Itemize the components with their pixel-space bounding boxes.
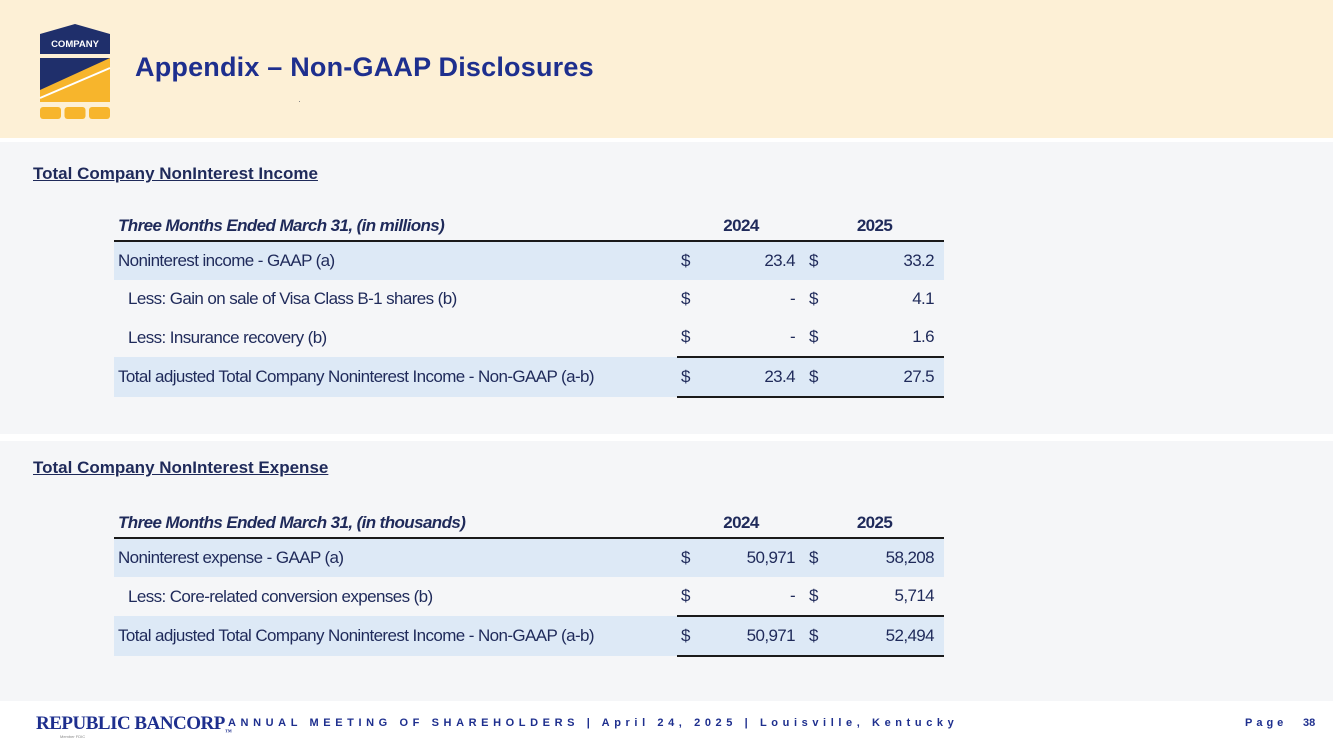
row-label: Total adjusted Total Company Noninterest… xyxy=(114,616,677,656)
income-table: Three Months Ended March 31, (in million… xyxy=(114,202,945,398)
expense-table: Three Months Ended March 31, (in thousan… xyxy=(114,499,945,657)
row-label: Less: Gain on sale of Visa Class B-1 sha… xyxy=(128,289,457,308)
total-row: Total adjusted Total Company Noninterest… xyxy=(114,356,945,398)
table-caption: Three Months Ended March 31, (in million… xyxy=(114,202,677,242)
row-label: Total adjusted Total Company Noninterest… xyxy=(114,357,677,397)
currency-sign: $ xyxy=(681,586,690,605)
income-section: Total Company NonInterest Income Three M… xyxy=(0,142,1333,434)
currency-sign: $ xyxy=(677,241,705,280)
row-label: Noninterest income - GAAP (a) xyxy=(114,241,677,280)
value-2025: 1.6 xyxy=(912,327,935,346)
table-row: Noninterest expense - GAAP (a) $ 50,971 … xyxy=(114,538,945,577)
row-label: Less: Insurance recovery (b) xyxy=(128,327,327,347)
value-2024: 50,971 xyxy=(705,615,806,657)
currency-sign: $ xyxy=(681,289,690,308)
table-header-row: Three Months Ended March 31, (in thousan… xyxy=(114,499,945,539)
brand-subtext: Member FDIC xyxy=(60,734,86,739)
year-header: 2024 xyxy=(677,202,806,242)
expense-section: Total Company NonInterest Expense Three … xyxy=(0,441,1333,701)
row-label: Less: Core-related conversion expenses (… xyxy=(128,586,433,606)
table-header-row: Three Months Ended March 31, (in million… xyxy=(114,202,945,242)
table-row: Less: Insurance recovery (b) $ - $ 1.6 xyxy=(114,318,944,357)
income-heading: Total Company NonInterest Income xyxy=(33,164,318,183)
value-2025: 33.2 xyxy=(833,241,945,280)
value-2025: 58,208 xyxy=(833,538,945,577)
brand-trademark: ™ xyxy=(224,727,232,736)
table-row: Less: Gain on sale of Visa Class B-1 sha… xyxy=(114,280,944,318)
currency-sign: $ xyxy=(805,538,834,577)
value-2025: 5,714 xyxy=(894,586,935,605)
currency-sign: $ xyxy=(677,615,705,657)
total-row: Total adjusted Total Company Noninterest… xyxy=(114,615,945,657)
currency-sign: $ xyxy=(805,615,834,657)
value-2025: 4.1 xyxy=(912,289,935,308)
footer: REPUBLIC BANCORP™ Member FDIC ANNUAL MEE… xyxy=(0,708,1333,749)
value-2024: 50,971 xyxy=(705,538,806,577)
header-band: COMPANY Appendix – Non-GAAP Disclosures xyxy=(0,0,1333,138)
value-2024: - xyxy=(789,289,796,308)
page-number: 38 xyxy=(1303,717,1316,729)
value-2024: 23.4 xyxy=(705,356,806,398)
page-title: Appendix – Non-GAAP Disclosures xyxy=(135,52,594,82)
company-logo-icon: COMPANY xyxy=(39,24,111,119)
table-row: Less: Core-related conversion expenses (… xyxy=(114,577,944,616)
value-2024: - xyxy=(789,327,796,346)
decorative-dot xyxy=(299,101,300,102)
currency-sign: $ xyxy=(677,538,705,577)
row-label: Noninterest expense - GAAP (a) xyxy=(114,538,677,577)
expense-heading: Total Company NonInterest Expense xyxy=(33,458,329,477)
value-2024: - xyxy=(789,586,796,605)
table-caption: Three Months Ended March 31, (in thousan… xyxy=(114,499,677,539)
currency-sign: $ xyxy=(809,586,818,605)
currency-sign: $ xyxy=(805,356,834,398)
event-info: ANNUAL MEETING OF SHAREHOLDERS | April 2… xyxy=(228,717,959,729)
currency-sign: $ xyxy=(681,327,690,346)
page-label: Page xyxy=(1245,717,1288,729)
brand-logo: REPUBLIC BANCORP™ xyxy=(36,713,232,736)
currency-sign: $ xyxy=(809,327,818,346)
logo-text: COMPANY xyxy=(51,39,100,50)
value-2025: 52,494 xyxy=(833,615,945,657)
year-header: 2025 xyxy=(805,499,945,539)
currency-sign: $ xyxy=(677,356,705,398)
currency-sign: $ xyxy=(805,241,834,280)
year-header: 2025 xyxy=(805,202,945,242)
currency-sign: $ xyxy=(809,289,818,308)
year-header: 2024 xyxy=(677,499,806,539)
value-2024: 23.4 xyxy=(705,241,806,280)
brand-name: REPUBLIC BANCORP xyxy=(36,713,225,734)
table-row: Noninterest income - GAAP (a) $ 23.4 $ 3… xyxy=(114,241,945,280)
value-2025: 27.5 xyxy=(833,356,945,398)
